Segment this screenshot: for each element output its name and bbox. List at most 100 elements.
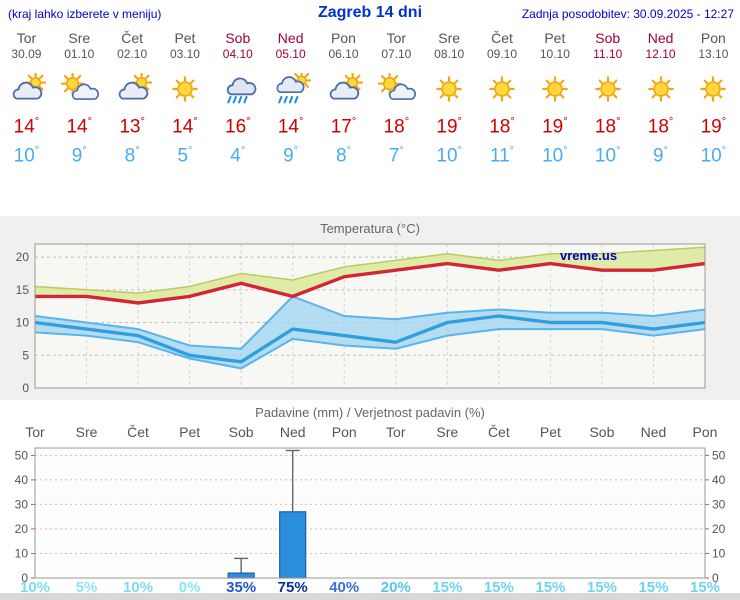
forecast-strip: Tor 30.09 14° 10° Sre 01.10 14° 9° Čet 02.10 13° 8°…: [0, 28, 740, 168]
svg-text:5: 5: [22, 348, 29, 362]
precipitation-day-labels: Tor Sre Čet Pet Sob Ned Pon Tor Sre Čet Pet Sob Ned P…: [0, 424, 740, 442]
day-name: Tor: [386, 30, 407, 46]
precip-probability: 15%: [432, 579, 463, 596]
header: (kraj lahko izberete v meniju) Zagreb 14…: [0, 0, 740, 26]
day-date: 10.10: [539, 47, 570, 61]
precip-day-label: Sob: [228, 424, 254, 440]
precip-bar: [227, 572, 255, 579]
precip-day-label: Pet: [179, 424, 201, 440]
precip-day-label: Tor: [25, 424, 45, 440]
day-date: 02.10: [117, 47, 148, 61]
temp-min: 9°: [71, 145, 87, 167]
temp-max: 19°: [436, 116, 462, 138]
temp-max: 19°: [542, 116, 568, 138]
temperature-chart: 0 5 10 15 20 vreme.us: [16, 243, 706, 395]
temp-max: 16°: [225, 116, 251, 138]
temp-max: 13°: [119, 116, 145, 138]
precip-probability: 10%: [19, 579, 51, 596]
precip-probability: 0%: [178, 579, 201, 596]
temp-min: 5°: [177, 145, 193, 167]
precipitation-chart-title: Padavine (mm) / Verjetnost padavin (%): [255, 405, 485, 420]
day-date: 06.10: [328, 47, 359, 61]
svg-text:20: 20: [712, 522, 726, 536]
sun-icon: [476, 67, 529, 111]
svg-text:15: 15: [16, 283, 30, 297]
rain-sun-icon: [264, 67, 317, 111]
day-name: Tor: [16, 30, 37, 46]
day-name: Čet: [491, 30, 513, 46]
temp-max: 14°: [172, 116, 198, 138]
svg-text:0: 0: [22, 381, 29, 395]
day-name: Sob: [595, 30, 621, 46]
day-column: Pet 03.10 14° 5°: [159, 28, 212, 168]
precip-probability: 10%: [123, 579, 154, 596]
temp-max: 17°: [330, 116, 357, 138]
precip-day-label: Pon: [692, 424, 718, 440]
precip-probability: 5%: [75, 579, 98, 596]
day-column: Pon 06.10 17° 8°: [317, 28, 370, 168]
last-updated: Zadnja posodobitev: 30.09.2025 - 12:27: [521, 7, 734, 21]
day-date: 05.10: [275, 47, 306, 61]
day-name: Sre: [68, 30, 91, 46]
day-name: Pet: [544, 30, 566, 46]
temp-max: 18°: [594, 116, 621, 138]
precip-day-label: Pet: [539, 424, 561, 440]
temp-min: 7°: [388, 145, 404, 167]
day-column: Čet 02.10 13° 8°: [106, 28, 159, 168]
precip-probability: 75%: [277, 579, 308, 596]
temperature-chart-title: Temperatura (°C): [320, 221, 420, 236]
precip-day-label: Pon: [331, 424, 357, 440]
temp-max: 14°: [66, 116, 93, 138]
precip-day-label: Čet: [127, 424, 149, 440]
temp-max: 18°: [383, 116, 410, 138]
precip-probability: 15%: [638, 579, 669, 596]
temp-min: 10°: [542, 145, 568, 167]
precip-day-label: Ned: [279, 424, 306, 440]
cloud-sun-icon: [106, 67, 159, 111]
svg-text:10: 10: [712, 547, 726, 561]
menu-hint: (kraj lahko izberete v meniju): [8, 7, 162, 21]
temp-min: 10°: [700, 145, 727, 167]
day-column: Pet 10.10 19° 10°: [528, 28, 581, 168]
svg-text:10: 10: [16, 316, 30, 330]
day-name: Pet: [174, 30, 196, 46]
temp-min: 8°: [124, 145, 140, 167]
temp-min: 4°: [230, 145, 246, 167]
horizontal-scrollbar[interactable]: [0, 593, 740, 600]
temperature-chart-panel: Temperatura (°C) 0 5 10 15 20 vreme.us: [0, 216, 740, 400]
day-column: Sre 08.10 19° 10°: [423, 28, 476, 168]
temp-min: 11°: [489, 145, 515, 167]
precip-probability: 15%: [689, 579, 721, 596]
svg-text:30: 30: [712, 497, 726, 511]
sun-icon: [159, 67, 212, 111]
precip-day-label: Tor: [386, 424, 406, 440]
sun-icon: [423, 67, 476, 111]
svg-text:0: 0: [712, 571, 719, 584]
temp-max: 14°: [277, 116, 304, 138]
svg-text:30: 30: [15, 497, 29, 511]
sun-icon: [581, 67, 634, 111]
temp-min: 9°: [283, 145, 299, 167]
precip-probability: 15%: [586, 579, 617, 596]
precip-probability: 15%: [483, 579, 514, 596]
day-date: 03.10: [169, 47, 200, 61]
day-name: Čet: [121, 30, 143, 46]
rain-icon: [211, 67, 264, 111]
day-date: 07.10: [381, 47, 412, 61]
precip-day-label: Ned: [640, 424, 667, 440]
day-column: Ned 05.10 14° 9°: [264, 28, 317, 168]
page-title: Zagreb 14 dni: [317, 4, 423, 21]
precip-probability: 20%: [380, 579, 411, 596]
precip-day-label: Čet: [487, 424, 510, 440]
sun-icon: [528, 67, 581, 111]
day-date: 13.10: [698, 47, 729, 61]
temp-max: 18°: [647, 116, 674, 138]
temp-min: 8°: [335, 145, 351, 167]
precip-probability: 15%: [535, 579, 566, 596]
temp-min: 10°: [594, 145, 621, 167]
sun-icon: [687, 67, 740, 111]
svg-text:10: 10: [15, 547, 29, 561]
day-column: Čet 09.10 18° 11°: [476, 28, 529, 168]
day-name: Pon: [331, 30, 356, 46]
day-name: Sob: [225, 30, 251, 46]
